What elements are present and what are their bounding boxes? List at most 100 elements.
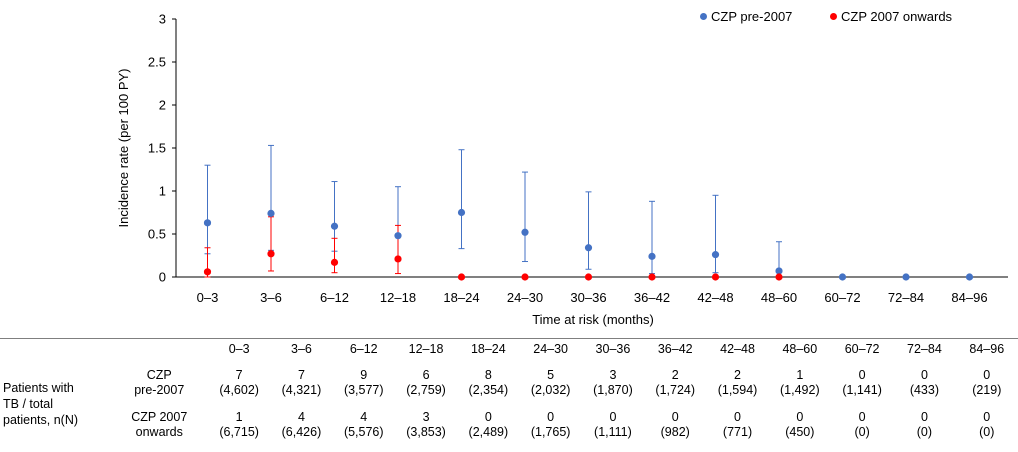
cell-n: 0 [858,410,866,424]
table-cell: 9 (3,577) [333,360,395,404]
table-header-cell: 42–48 [706,338,769,360]
error-bars-layer [204,144,782,278]
cell-n: 0 [671,410,679,424]
cell-n: 3 [422,410,430,424]
cell-n: 1 [235,410,243,424]
legend-marker-pre2007 [700,13,707,20]
data-point-pre2007 [330,222,339,230]
x-tick-label: 24–30 [507,290,543,305]
cell-N: (2,032) [530,383,571,397]
cell-n: 2 [671,368,679,382]
table-header-cell: 72–84 [893,338,956,360]
cell-n: 0 [484,410,492,424]
row-label: CZP 2007 onwards [111,404,208,446]
x-tick-label: 12–18 [380,290,416,305]
cell-N: (0) [979,425,995,439]
data-point-pre2007 [965,273,974,281]
table-header-cell: 12–18 [394,338,458,360]
table-cell: 2 (1,724) [644,360,706,404]
legend-marker-2007-onwards [830,13,837,20]
cell-n: 4 [297,410,305,424]
table-cell: 4 (5,576) [333,404,395,446]
data-point-pre2007 [711,251,720,259]
cell-N: (5,576) [343,425,384,439]
table-cell: 1 (1,492) [769,360,831,404]
table-cell: 0 (2,489) [457,404,519,446]
cell-n: 9 [360,368,368,382]
legend-label-2007-onwards: CZP 2007 onwards [841,9,953,24]
legend-item-pre2007: CZP pre-2007 [700,9,792,24]
x-tick-label: 18–24 [443,290,479,305]
cell-n: 2 [734,368,741,382]
header-empty [0,338,111,360]
x-tick-label: 30–36 [570,290,606,305]
table-cell: 0 (771) [706,404,768,446]
cell-n: 0 [858,368,866,382]
cell-n: 6 [422,368,430,382]
row-label: CZP pre-2007 [111,360,208,404]
cell-N: (433) [909,383,939,397]
table-header-cell: 60–72 [830,338,894,360]
table-row: Patients with TB / total patients, n(N) CZP… [0,360,1018,427]
cell-N: (450) [785,425,815,439]
x-tick-label: 48–60 [761,290,797,305]
y-tick-label: 0 [159,270,166,285]
group-label-line: patients, n(N) [3,413,79,427]
data-point-pre2007 [521,228,529,236]
cell-N: (1,765) [530,425,571,439]
data-point-2007-onwards [267,250,275,258]
table-cell: 4 (6,426) [270,404,332,446]
cell-n: 0 [920,368,928,382]
cell-n: 1 [796,368,804,382]
data-point-2007-onwards [775,273,783,281]
cell-n: 0 [734,410,741,424]
group-label: Patients with TB / total patients, n(N) [0,360,111,446]
data-point-pre2007 [838,273,847,281]
cell-n: 5 [547,368,555,382]
header-empty [110,338,208,360]
axes-layer: 0 0.5 1 1.5 2 2.5 3 0–3 3–6 6–12 12–18 18–24 24–30 30… [148,12,1008,305]
cell-N: (6,715) [219,425,259,439]
cell-N: (2,354) [468,383,509,397]
legend: CZP pre-2007 CZP 2007 onwards [0,9,1018,29]
cell-N: (4,602) [219,383,259,397]
cell-N: (1,594) [717,383,758,397]
legend-item-2007-onwards: CZP 2007 onwards [830,9,952,24]
cell-N: (1,870) [593,383,633,397]
cell-n: 0 [796,410,804,424]
table-cell: 0 (1,765) [519,404,581,446]
cell-N: (6,426) [281,425,322,439]
cell-N: (771) [722,425,753,439]
table-header-cell: 24–30 [519,338,582,360]
cell-n: 8 [484,368,492,382]
y-tick-label: 2.5 [148,55,166,70]
cell-n: 7 [235,368,243,382]
data-point-pre2007 [457,208,466,217]
y-tick-label: 1 [159,184,166,199]
table-row: CZP 2007 onwards 1 (6,715) 4 (6,426) 4 (5,576) 3… [0,404,1018,446]
cell-N: (0) [916,425,933,439]
data-point-2007-onwards [457,273,466,281]
cell-N: (1,492) [780,383,820,397]
cell-n: 3 [609,368,617,382]
incidence-chart: 0 0.5 1 1.5 2 2.5 3 0–3 3–6 6–12 12–18 18–24 24–30 30… [116,12,1008,327]
table-cell: 5 (2,032) [519,360,581,404]
cell-N: (219) [972,383,1002,397]
cell-N: (0) [854,425,870,439]
group-label-line: Patients with [3,381,74,395]
x-tick-label: 72–84 [888,290,924,305]
table-cell: 8 (2,354) [457,360,519,404]
table-header-cell: 48–60 [768,338,831,360]
table-cell: 7 (4,321) [270,360,332,404]
cell-n: 0 [920,410,928,424]
table-cell: 2 (1,594) [706,360,768,404]
table-header-cell: 3–6 [270,338,333,360]
data-point-pre2007 [267,209,275,217]
row-label-line: pre-2007 [134,383,185,397]
data-point-pre2007 [902,273,910,281]
y-axis-title: Incidence rate (per 100 PY) [116,69,131,228]
y-tick-label: 2 [159,98,166,113]
cell-N: (1,111) [594,425,632,439]
data-point-2007-onwards [648,273,656,281]
table-header-cell: 6–12 [332,338,395,360]
